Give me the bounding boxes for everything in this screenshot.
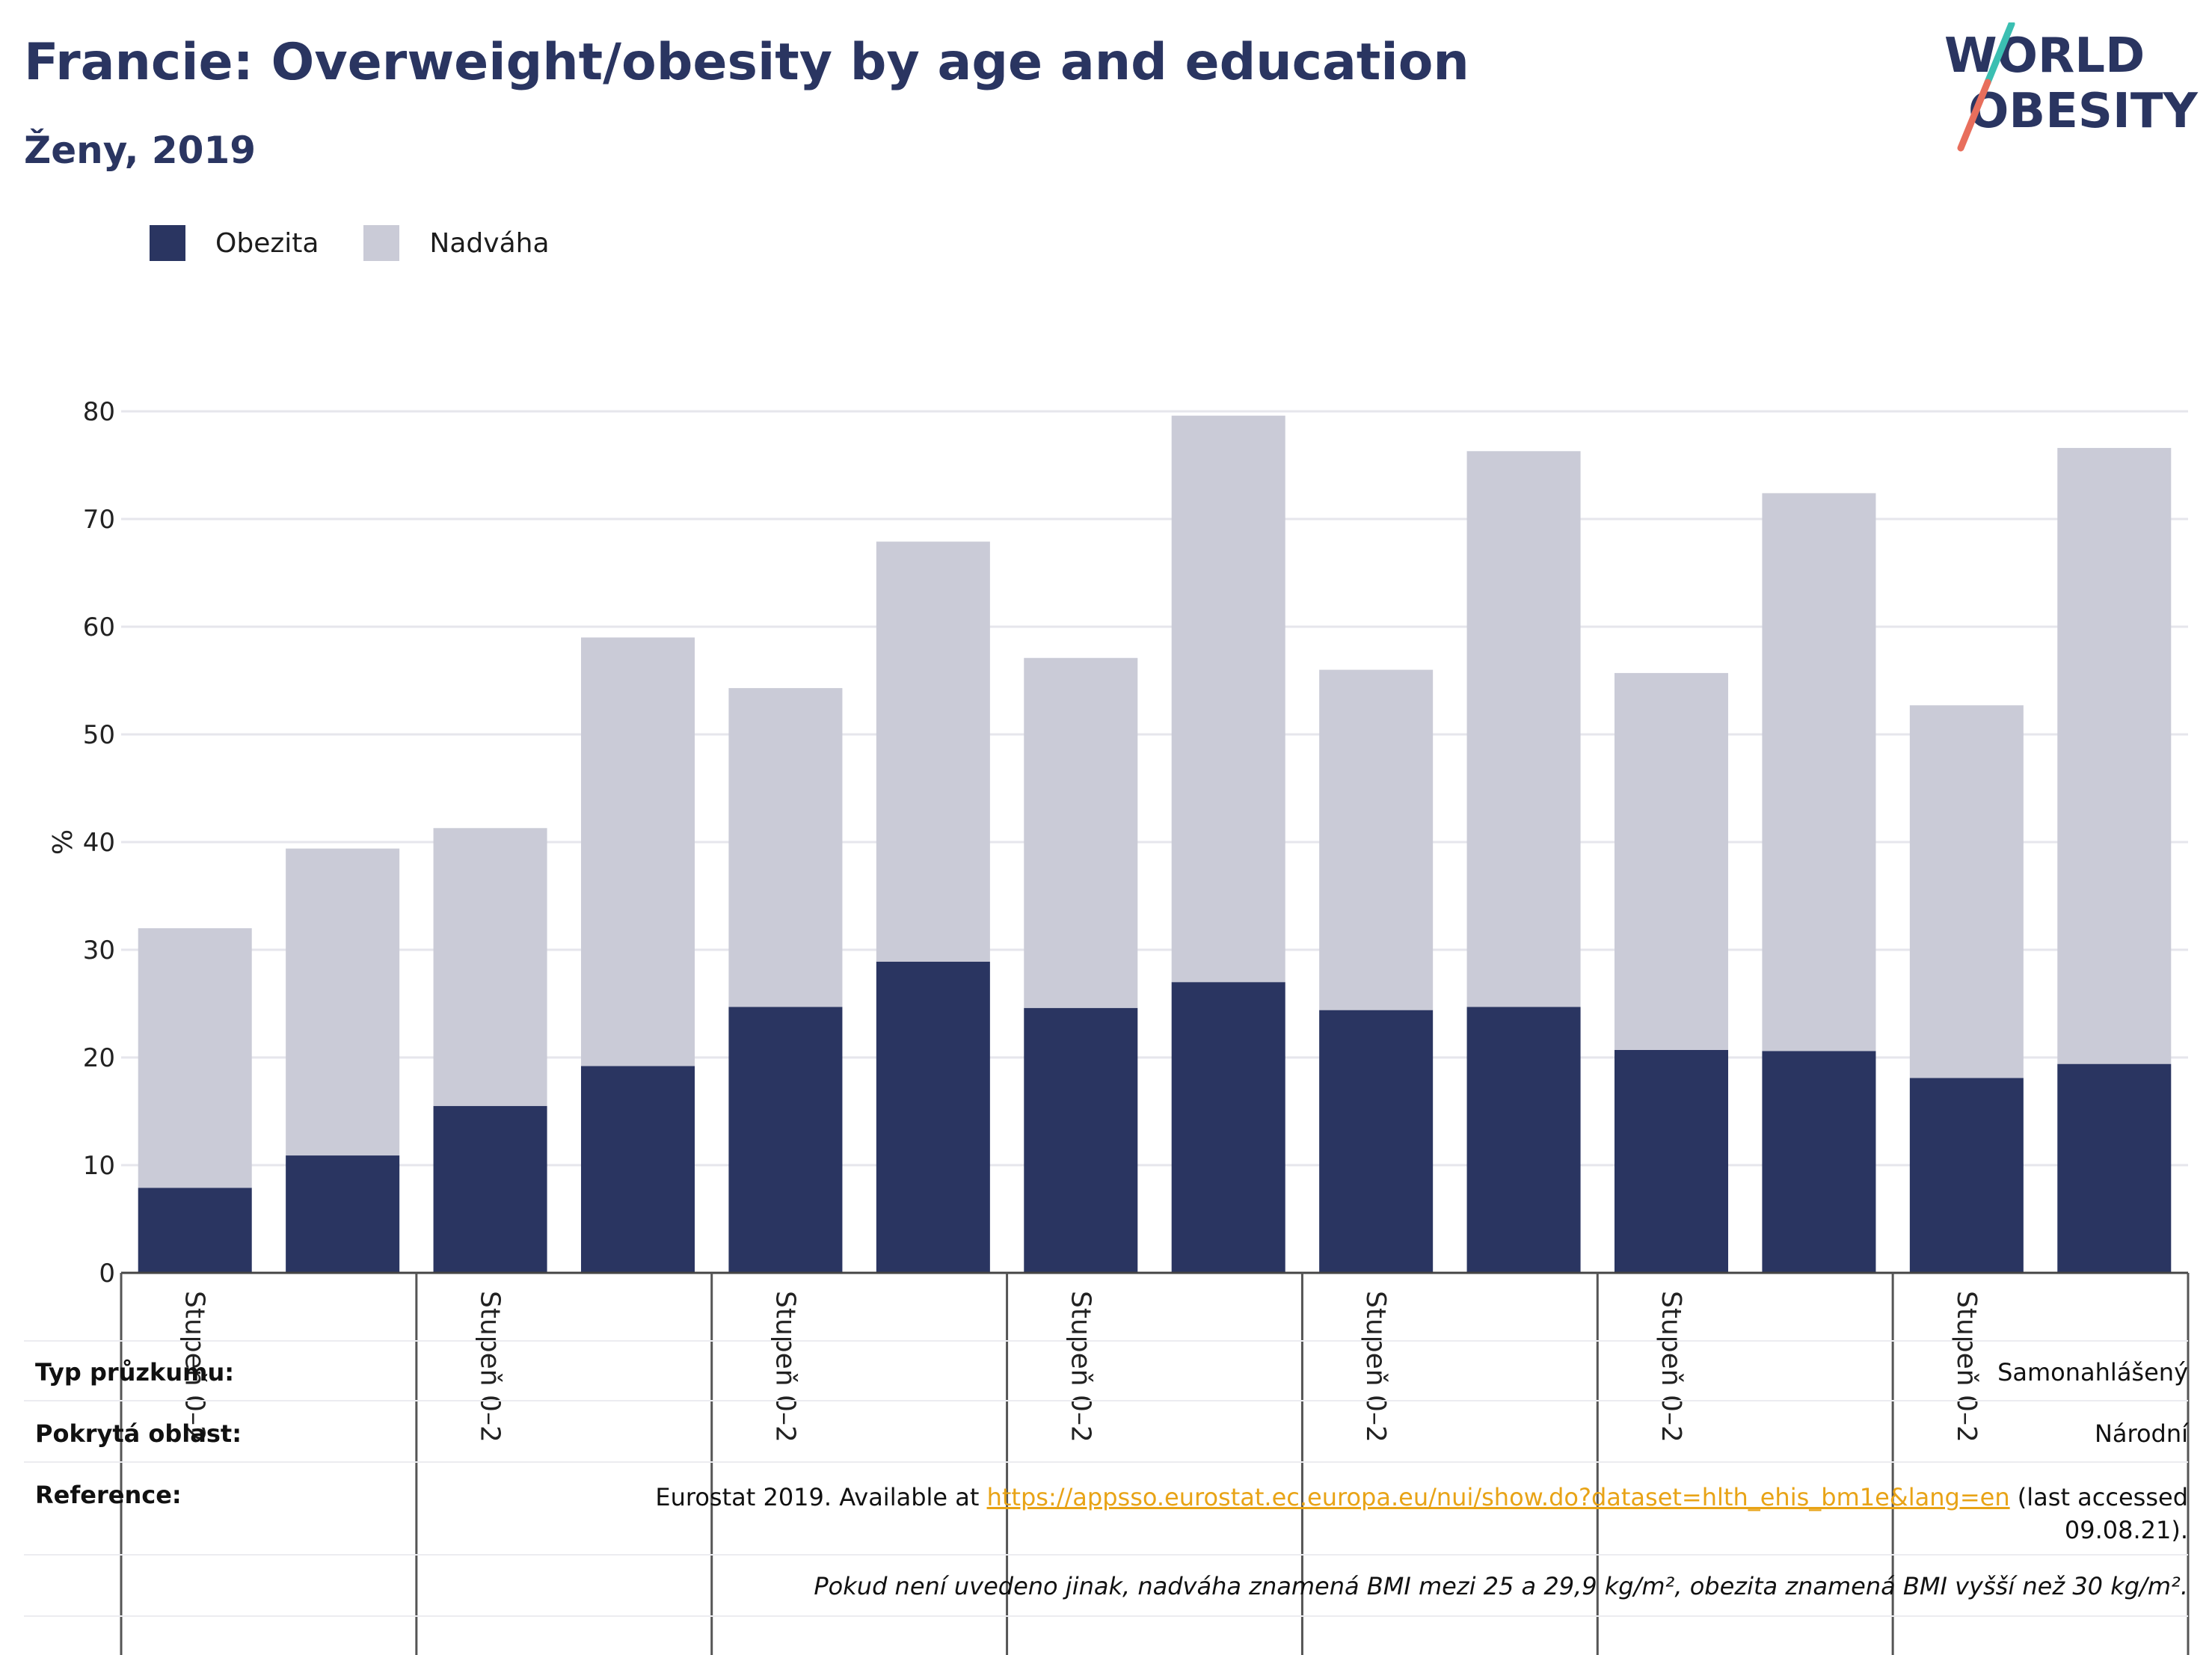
reference-prefix: Eurostat 2019. Available at xyxy=(655,1483,987,1511)
y-tick-label: 50 xyxy=(83,720,115,750)
info-divider xyxy=(24,1340,2188,1342)
y-tick-label: 60 xyxy=(83,612,115,642)
survey-type-value: Samonahlášený xyxy=(1997,1358,2188,1387)
bar-nadvaha xyxy=(728,688,843,1007)
bar-obezita xyxy=(728,1007,843,1273)
grid-layer xyxy=(121,410,2188,1274)
bar-nadvaha xyxy=(433,828,547,1106)
bar-obezita xyxy=(1024,1007,1138,1273)
y-tick-label: 80 xyxy=(83,397,115,427)
bar-obezita xyxy=(1909,1078,2024,1273)
legend-swatch-nadvaha xyxy=(363,225,400,261)
logo-line2: OBESITY xyxy=(1968,84,2198,139)
reference-date: 09.08.21). xyxy=(2064,1516,2188,1544)
bar-obezita xyxy=(1762,1051,1876,1273)
chart-subtitle: Ženy, 2019 xyxy=(24,129,256,172)
bar-nadvaha xyxy=(1171,415,1285,983)
x-group-label: Stupeň 0–2 xyxy=(1656,1291,1686,1443)
legend-swatch-obezita xyxy=(150,225,185,261)
bar-obezita xyxy=(876,961,990,1273)
info-divider xyxy=(24,1615,2188,1617)
y-tick-label: 30 xyxy=(83,936,115,965)
area-label: Pokrytá oblast: xyxy=(35,1419,242,1448)
reference-suffix: (last accessed xyxy=(2009,1483,2188,1511)
bar-nadvaha xyxy=(1466,451,1581,1007)
bar-nadvaha xyxy=(286,848,400,1156)
x-group-label: Stupeň 0–2 xyxy=(179,1291,210,1443)
survey-type-label: Typ průzkumu: xyxy=(35,1358,235,1387)
info-divider xyxy=(24,1400,2188,1401)
bar-obezita xyxy=(1614,1049,1729,1273)
y-tick-label: 40 xyxy=(83,828,115,858)
bar-obezita xyxy=(286,1155,400,1273)
bar-obezita xyxy=(138,1188,252,1273)
bar-nadvaha xyxy=(1909,705,2024,1078)
y-tick-label: 0 xyxy=(99,1259,115,1289)
bar-nadvaha xyxy=(1024,657,1138,1008)
x-group-label: Stupeň 0–2 xyxy=(769,1291,800,1443)
reference-link[interactable]: https://appsso.eurostat.ec.europa.eu/nui… xyxy=(986,1483,2010,1511)
chart-legend: Obezita Nadváha xyxy=(150,223,595,263)
chart-title: Francie: Overweight/obesity by age and e… xyxy=(24,33,1469,92)
bar-obezita xyxy=(2057,1063,2172,1273)
bar-nadvaha xyxy=(138,928,252,1188)
bar-nadvaha xyxy=(2057,447,2172,1064)
bar-nadvaha xyxy=(1762,493,1876,1051)
legend-item-obezita: Obezita xyxy=(150,225,319,261)
definition-note: Pokud není uvedeno jinak, nadváha znamen… xyxy=(814,1572,2188,1600)
bar-obezita xyxy=(1319,1010,1434,1273)
x-group-label: Stupeň 0–2 xyxy=(1360,1291,1391,1443)
reference-label: Reference: xyxy=(35,1481,182,1509)
world-obesity-logo: WORLD OBESITY xyxy=(1944,22,2198,152)
bar-obezita xyxy=(1466,1007,1581,1273)
area-value: Národní xyxy=(2094,1419,2188,1448)
bar-nadvaha xyxy=(1614,672,1729,1050)
x-group-label: Stupeň 0–2 xyxy=(475,1291,506,1443)
legend-label-obezita: Obezita xyxy=(215,227,319,259)
y-tick-label: 70 xyxy=(83,505,115,535)
x-group-label: Stupeň 0–2 xyxy=(1951,1291,1982,1443)
bar-nadvaha xyxy=(876,541,990,962)
bar-nadvaha xyxy=(1319,669,1434,1010)
y-tick-label: 10 xyxy=(83,1151,115,1181)
legend-item-nadvaha: Nadváha xyxy=(363,225,550,261)
y-tick-label: 20 xyxy=(83,1043,115,1073)
info-divider xyxy=(24,1461,2188,1463)
reference-value: Eurostat 2019. Available at https://apps… xyxy=(655,1481,2188,1547)
y-axis-label: % xyxy=(46,829,76,855)
bars-layer xyxy=(138,415,2172,1273)
logo-line1: WORLD xyxy=(1944,28,2145,84)
bar-nadvaha xyxy=(580,637,695,1066)
legend-label-nadvaha: Nadváha xyxy=(429,227,550,259)
x-group-label: Stupeň 0–2 xyxy=(1065,1291,1096,1443)
axis-layer: 0 10 20 30 40 50 60 70 80% Stupeň 0–2 Stupeň 0–2 St… xyxy=(46,397,2190,1655)
bar-obezita xyxy=(1171,982,1285,1273)
info-divider xyxy=(24,1554,2188,1556)
bar-obezita xyxy=(580,1066,695,1273)
bar-obezita xyxy=(433,1105,547,1273)
